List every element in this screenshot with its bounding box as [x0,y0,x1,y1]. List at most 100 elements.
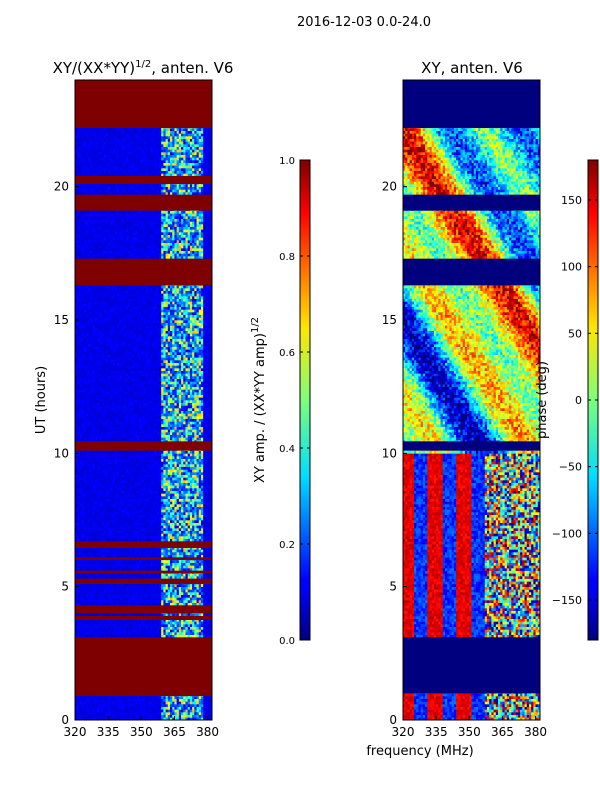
heatmap-cell [158,514,162,518]
heatmap-cell [185,562,188,566]
heatmap-cell [172,704,175,707]
heatmap-cell [112,562,116,566]
heatmap-cell [121,528,124,531]
heatmap-cell [139,538,142,542]
heatmap-cell [114,530,118,534]
heatmap-cell [123,504,127,507]
heatmap-cell [79,698,82,702]
heatmap-cell [165,586,169,590]
heatmap-cell [101,514,105,518]
heatmap-cell [79,528,82,531]
heatmap-cell [101,586,105,590]
heatmap-cell [77,632,80,635]
heatmap-cell [128,520,131,523]
heatmap-cell [136,528,140,531]
heatmap-cell [77,568,80,571]
heatmap-cell [116,509,120,513]
heatmap-cell [114,586,118,590]
heatmap-cell [178,530,182,534]
heatmap-cell [86,589,89,593]
heatmap-cell [176,536,180,539]
heatmap-cell [170,565,173,569]
heatmap-cell [134,509,138,513]
heatmap-cell [139,589,142,593]
heatmap-cell [181,632,184,635]
heatmap-cell [97,602,100,606]
heatmap-cell [200,562,204,566]
heatmap-cell [112,522,116,526]
heatmap-cell [75,629,78,633]
heatmap-cell [94,624,98,627]
heatmap-cell [110,632,113,635]
heatmap-cell [209,520,212,523]
heatmap-cell [139,568,142,571]
heatmap-cell [130,706,133,710]
heatmap-cell [114,568,118,571]
heatmap-cell [207,594,211,598]
heatmap-cell [187,576,191,579]
heatmap-cell [128,621,131,625]
heatmap-cell [207,538,211,542]
heatmap-cell [194,533,197,537]
heatmap-cell [203,629,206,633]
heatmap-cell [143,624,147,627]
heatmap-cell [141,597,144,601]
heatmap-cell [143,584,147,587]
heatmap-cell [207,522,211,526]
heatmap-cell [192,714,195,718]
heatmap-cell [116,573,120,577]
heatmap-cell [90,698,93,702]
heatmap-cell [170,568,173,571]
heatmap-cell [97,589,100,593]
heatmap-cell [125,714,129,718]
heatmap-cell [105,533,109,537]
heatmap-cell [110,618,113,622]
heatmap-cell [83,629,87,633]
heatmap-cell [92,706,96,710]
heatmap-cell [123,552,127,555]
heatmap-cell [141,517,144,521]
heatmap-cell [81,634,85,638]
heatmap-cell [130,618,133,622]
heatmap-cell [196,704,200,707]
heatmap-cell [125,698,129,702]
heatmap-cell [170,506,173,510]
heatmap-cell [198,509,202,513]
heatmap-cell [161,517,164,521]
heatmap-cell [119,594,122,598]
heatmap-cell [205,549,208,553]
heatmap-cell [132,586,135,590]
heatmap-cell [176,698,180,702]
heatmap-cell [178,589,182,593]
heatmap-cell [196,597,200,601]
heatmap-cell [181,554,184,558]
heatmap-cell [134,624,138,627]
heatmap-cell [198,517,202,521]
heatmap-cell [77,573,80,577]
heatmap-cell [103,698,107,702]
heatmap-cell [167,506,171,510]
heatmap-cell [163,602,166,606]
heatmap-cell [114,565,118,569]
heatmap-cell [205,525,208,529]
heatmap-cell [103,706,107,710]
heatmap-cell [183,576,186,579]
heatmap-cell [79,709,82,713]
heatmap-cell [79,589,82,593]
heatmap-cell [154,597,158,601]
heatmap-cell [125,546,129,550]
heatmap-cell [136,525,140,529]
heatmap-cell [147,589,151,593]
heatmap-cell [81,698,85,702]
heatmap-cell [86,512,89,515]
heatmap-cell [77,562,80,566]
heatmap-cell [119,522,122,526]
heatmap-cell [123,520,127,523]
heatmap-cell [205,509,208,513]
heatmap-cell [205,714,208,718]
heatmap-cell [156,514,160,518]
heatmap-cell [77,717,80,720]
heatmap-cell [205,592,208,595]
heatmap-cell [198,701,202,705]
heatmap-cell [119,554,122,558]
